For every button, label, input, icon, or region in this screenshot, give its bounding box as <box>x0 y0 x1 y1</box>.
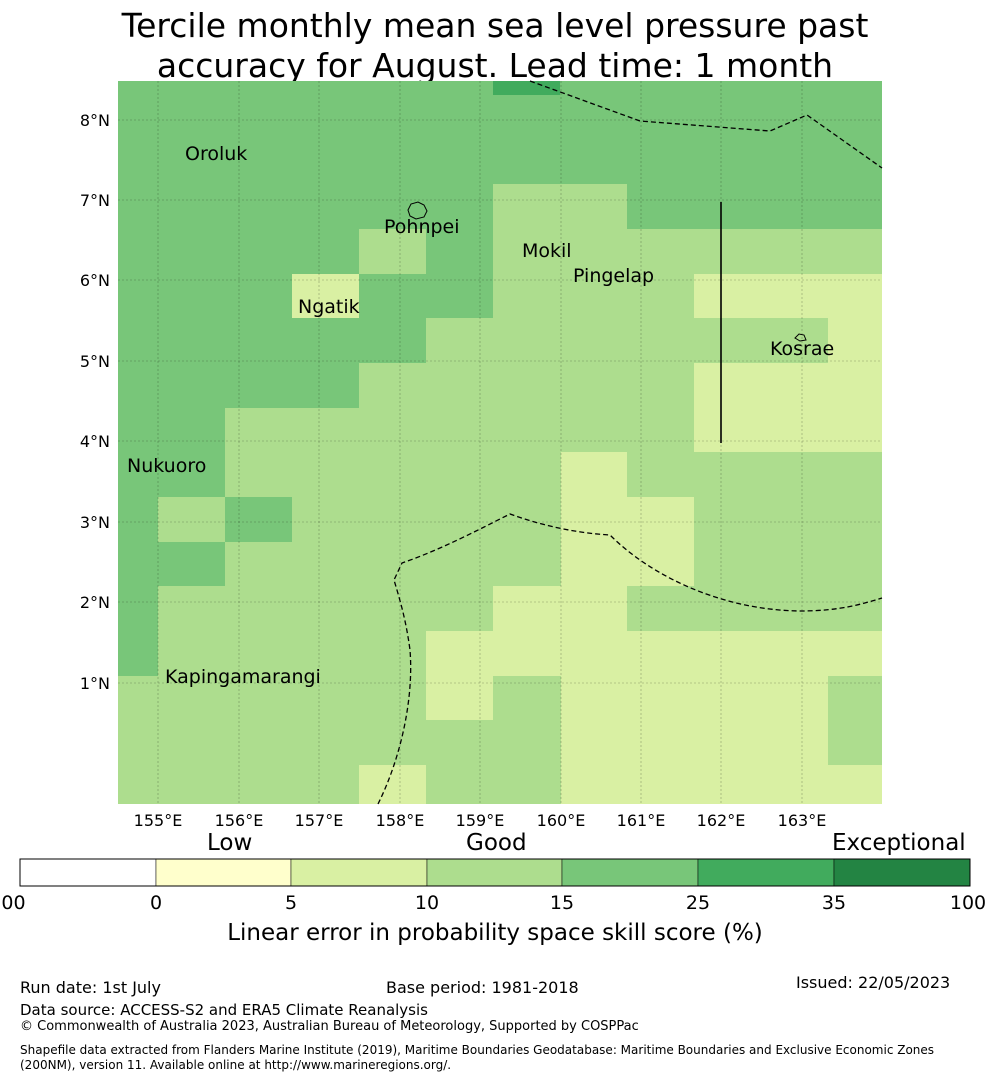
lat-label: 3°N <box>80 513 110 532</box>
grid-cell <box>828 765 882 804</box>
grid-cell <box>694 363 882 452</box>
lat-label: 1°N <box>80 674 110 693</box>
grid-cell <box>694 274 882 318</box>
lon-label: 155°E <box>134 811 183 830</box>
lat-label: 8°N <box>80 111 110 130</box>
grid-cell <box>828 318 882 363</box>
grid-cell <box>292 497 561 586</box>
shapefile-credit-line-1: Shapefile data extracted from Flanders M… <box>20 1043 935 1057</box>
lon-label: 158°E <box>376 811 425 830</box>
kosrae-island <box>794 333 807 342</box>
place-label-pingelap: Pingelap <box>573 265 654 287</box>
grid-cell <box>359 229 426 274</box>
maritime-boundaries <box>377 80 883 805</box>
grid-cell <box>225 408 694 452</box>
place-labels: Oroluk Pohnpei Mokil Pingelap Ngatik Kos… <box>127 143 834 688</box>
lat-label: 7°N <box>80 191 110 210</box>
lon-label: 162°E <box>697 811 746 830</box>
shapefile-credit-line-2: (200NM), version 11. Available online at… <box>20 1058 452 1072</box>
lat-label: 4°N <box>80 432 110 451</box>
grid-cell <box>225 542 292 586</box>
category-good: Good <box>466 830 527 856</box>
colorbar-segment <box>19 858 157 887</box>
lon-label: 163°E <box>778 811 827 830</box>
longitude-labels: 155°E 156°E 157°E 158°E 159°E 160°E 161°… <box>134 811 827 830</box>
place-label-pohnpei: Pohnpei <box>384 216 460 238</box>
grid-cell <box>561 452 627 497</box>
colorbar-segment <box>833 858 971 887</box>
lat-label: 6°N <box>80 271 110 290</box>
place-label-oroluk: Oroluk <box>185 143 247 165</box>
grid-cell <box>225 452 561 497</box>
lon-label: 157°E <box>295 811 344 830</box>
colorbar-tick: 25 <box>686 892 710 914</box>
place-label-kapingamarangi: Kapingamarangi <box>165 666 321 688</box>
lon-label: 160°E <box>537 811 586 830</box>
grid-cell <box>493 229 882 274</box>
grid-cell <box>359 765 426 804</box>
lon-label: 161°E <box>617 811 666 830</box>
colorbar-label: Linear error in probability space skill … <box>227 920 763 946</box>
lon-label: 156°E <box>215 811 264 830</box>
eez-boundary-south <box>377 513 883 805</box>
grid-cell <box>828 676 882 765</box>
grid-cell <box>426 676 493 720</box>
copyright: © Commonwealth of Australia 2023, Austra… <box>20 1019 639 1034</box>
lon-label: 159°E <box>456 811 505 830</box>
data-source: Data source: ACCESS-S2 and ERA5 Climate … <box>20 1001 428 1019</box>
grid-cell <box>493 184 627 229</box>
category-low: Low <box>207 830 253 856</box>
pohnpei-island <box>407 201 428 220</box>
grid-cell <box>158 631 426 676</box>
place-label-nukuoro: Nukuoro <box>127 455 206 477</box>
grid-cell <box>426 318 694 363</box>
colorbar-tick: 100 <box>950 892 986 914</box>
islands <box>407 201 807 342</box>
title-line-1: Tercile monthly mean sea level pressure … <box>121 6 869 45</box>
colorbar-segment <box>155 858 292 887</box>
colorbar-tick: 10 <box>415 892 439 914</box>
grid-cell <box>426 631 882 676</box>
title-line-2: accuracy for August. Lead time: 1 month <box>156 46 834 85</box>
colorbar-tick: 0 <box>150 892 162 914</box>
skill-grid <box>118 81 882 804</box>
grid-cell <box>561 497 694 586</box>
grid-cell <box>561 676 828 804</box>
base-period: Base period: 1981-2018 <box>386 978 579 997</box>
lat-label: 5°N <box>80 352 110 371</box>
colorbar <box>19 858 971 887</box>
colorbar-tick: 15 <box>550 892 574 914</box>
colorbar-tick: -100 <box>0 892 26 914</box>
colorbar-segment <box>426 858 563 887</box>
grid-cell <box>493 274 694 318</box>
category-exceptional: Exceptional <box>832 830 966 856</box>
grid-cell <box>493 586 627 631</box>
grid-cell <box>158 586 493 631</box>
latitude-labels: 8°N 7°N 6°N 5°N 4°N 3°N 2°N 1°N <box>80 111 110 693</box>
lat-label: 2°N <box>80 593 110 612</box>
colorbar-tick: 35 <box>822 892 846 914</box>
colorbar-segment <box>697 858 835 887</box>
grid-cell <box>426 720 493 804</box>
run-date: Run date: 1st July <box>20 978 161 997</box>
colorbar-segment <box>290 858 428 887</box>
place-label-ngatik: Ngatik <box>298 296 360 318</box>
colorbar-tick: 5 <box>285 892 297 914</box>
issued-date: Issued: 22/05/2023 <box>796 973 951 992</box>
grid-cell <box>627 586 882 631</box>
colorbar-segment <box>561 858 699 887</box>
grid-cell <box>493 676 561 804</box>
grid-cell <box>158 497 225 542</box>
colorbar-ticks: -100 0 5 10 15 25 35 100 <box>0 892 986 914</box>
place-label-kosrae: Kosrae <box>770 338 834 360</box>
grid-cell <box>359 363 694 408</box>
chart-title: Tercile monthly mean sea level pressure … <box>0 6 990 86</box>
grid-cell <box>493 81 560 95</box>
colorbar-frame <box>19 858 971 887</box>
grid-cell <box>292 274 359 318</box>
place-label-mokil: Mokil <box>522 240 572 262</box>
